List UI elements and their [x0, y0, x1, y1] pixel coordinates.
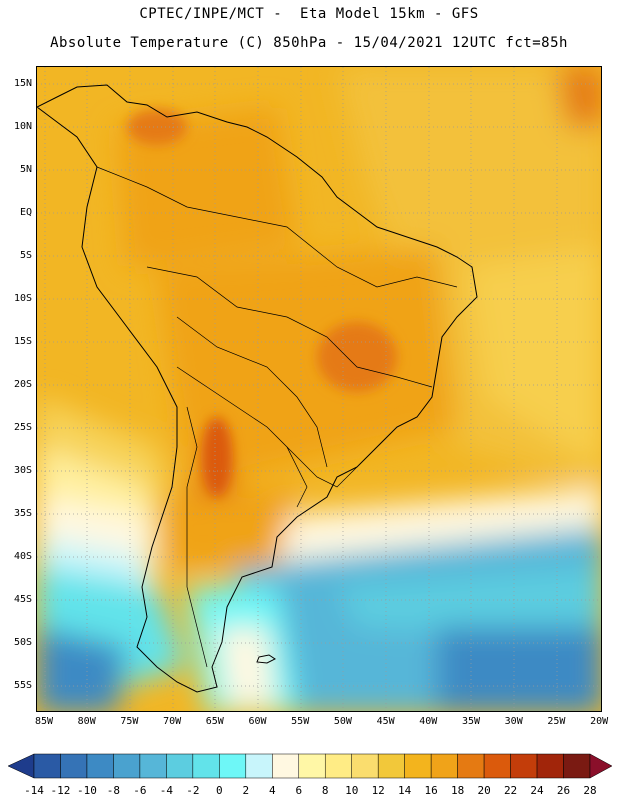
- latitude-label: 25S: [13, 422, 32, 433]
- longitude-label: 25W: [547, 716, 566, 727]
- map-canvas: [37, 67, 601, 711]
- longitude-label: 40W: [419, 716, 438, 727]
- latitude-label: 5N: [19, 164, 32, 175]
- longitude-label: 75W: [120, 716, 139, 727]
- colorbar-tick-label: 8: [321, 784, 329, 797]
- colorbar-tick-label: 14: [398, 784, 412, 797]
- colorbar-tick-label: 12: [371, 784, 385, 797]
- colorbar-tick-label: 18: [450, 784, 465, 797]
- latitude-label: EQ: [19, 207, 32, 218]
- colorbar-swatch: [245, 753, 273, 779]
- colorbar: [7, 753, 613, 779]
- colorbar-swatch: [272, 753, 300, 779]
- colorbar-swatch: [536, 753, 564, 779]
- colorbar-tick-label: -12: [50, 784, 71, 797]
- colorbar-swatch: [33, 753, 61, 779]
- temperature-field: [37, 67, 601, 711]
- longitude-label: 70W: [163, 716, 182, 727]
- longitude-label: 65W: [205, 716, 224, 727]
- longitude-label: 20W: [590, 716, 609, 727]
- colorbar-swatch: [563, 753, 591, 779]
- colorbar-swatch: [404, 753, 432, 779]
- south-america-coastline: [37, 84, 478, 693]
- colorbar-tick-label: 24: [530, 784, 544, 797]
- colorbar-swatch: [483, 753, 511, 779]
- latitude-label: 15N: [13, 78, 32, 89]
- map-subtitle: Absolute Temperature (C) 850hPa - 15/04/…: [50, 35, 568, 51]
- colorbar-right-arrow-icon: [589, 753, 613, 779]
- colorbar-swatch: [351, 753, 379, 779]
- colorbar-swatch: [324, 753, 352, 779]
- colorbar-swatch: [430, 753, 458, 779]
- colorbar-tick-label: 20: [477, 784, 491, 797]
- longitude-label: 50W: [333, 716, 352, 727]
- longitude-label: 30W: [504, 716, 523, 727]
- latitude-label: 5S: [19, 250, 32, 261]
- longitude-label: 35W: [461, 716, 481, 727]
- colorbar-left-arrow-icon: [7, 753, 35, 779]
- map-title: CPTEC/INPE/MCT - Eta Model 15km - GFS: [139, 6, 479, 22]
- colorbar-tick-label: -2: [186, 784, 200, 797]
- colorbar-swatch: [192, 753, 220, 779]
- latitude-label: 35S: [13, 508, 32, 519]
- colorbar-swatch: [113, 753, 141, 779]
- colorbar-tick-label: -14: [24, 784, 44, 797]
- colorbar-swatch: [298, 753, 326, 779]
- colorbar-tick-label: 16: [424, 784, 438, 797]
- colorbar-tick-label: -10: [77, 784, 97, 797]
- falkland-islands: [256, 654, 276, 664]
- colorbar-swatch: [510, 753, 538, 779]
- colorbar-swatch: [377, 753, 405, 779]
- longitude-label: 55W: [291, 716, 310, 727]
- colorbar-tick-label: 10: [345, 784, 359, 797]
- colorbar-tick-label: -6: [133, 784, 147, 797]
- latitude-label: 40S: [13, 551, 32, 562]
- longitude-label: 85W: [34, 716, 54, 727]
- colorbar-tick-label: 26: [556, 784, 571, 797]
- colorbar-swatch: [60, 753, 88, 779]
- country-borders: [96, 166, 458, 668]
- temperature-map: [36, 66, 602, 712]
- latitude-label: 30S: [13, 465, 32, 476]
- colorbar-tick-label: 6: [295, 784, 303, 797]
- colorbar-tick-label: 22: [503, 784, 518, 797]
- colorbar-swatch: [457, 753, 485, 779]
- latitude-label: 45S: [13, 594, 32, 605]
- colorbar-swatch: [219, 753, 247, 779]
- colorbar-tick-label: 4: [268, 784, 276, 797]
- latitude-label: 15S: [13, 336, 32, 347]
- colorbar-tick-label: -4: [159, 784, 173, 797]
- longitude-label: 45W: [376, 716, 395, 727]
- colorbar-swatch: [139, 753, 167, 779]
- longitude-label: 80W: [77, 716, 96, 727]
- longitude-label: 60W: [248, 716, 267, 727]
- latitude-label: 55S: [13, 680, 32, 691]
- latitude-label: 50S: [13, 637, 32, 648]
- colorbar-swatch: [166, 753, 194, 779]
- colorbar-tick-label: 2: [242, 784, 250, 797]
- colorbar-tick-label: -8: [106, 784, 121, 797]
- colorbar-swatch: [86, 753, 114, 779]
- colorbar-tick-label: 28: [583, 784, 597, 797]
- warm-cores: [127, 109, 397, 497]
- latitude-label: 10N: [13, 121, 32, 132]
- latitude-label: 10S: [13, 293, 32, 304]
- latitude-label: 20S: [13, 379, 32, 390]
- colorbar-tick-label: 0: [216, 784, 223, 797]
